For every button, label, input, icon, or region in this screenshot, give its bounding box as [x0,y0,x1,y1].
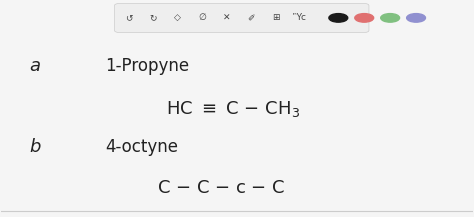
Text: ✕: ✕ [223,13,230,22]
Text: Ὓc: Ὓc [293,13,307,22]
Text: ↺: ↺ [125,13,132,22]
Text: ✐: ✐ [247,13,255,22]
FancyBboxPatch shape [115,3,369,33]
Circle shape [407,14,426,22]
Text: 1-Propyne: 1-Propyne [105,57,189,75]
Circle shape [355,14,374,22]
Circle shape [381,14,400,22]
Text: 4-octyne: 4-octyne [105,138,178,156]
Text: ∅: ∅ [198,13,206,22]
Text: HC $\equiv$ C $-$ CH$_3$: HC $\equiv$ C $-$ CH$_3$ [166,99,301,118]
Text: C $-$ C $-$ c $-$ C: C $-$ C $-$ c $-$ C [157,179,285,197]
Text: ↻: ↻ [149,13,157,22]
Text: a: a [30,57,41,75]
Text: ◇: ◇ [174,13,181,22]
Text: b: b [30,138,41,156]
Text: ⊞: ⊞ [272,13,279,22]
Circle shape [329,14,348,22]
